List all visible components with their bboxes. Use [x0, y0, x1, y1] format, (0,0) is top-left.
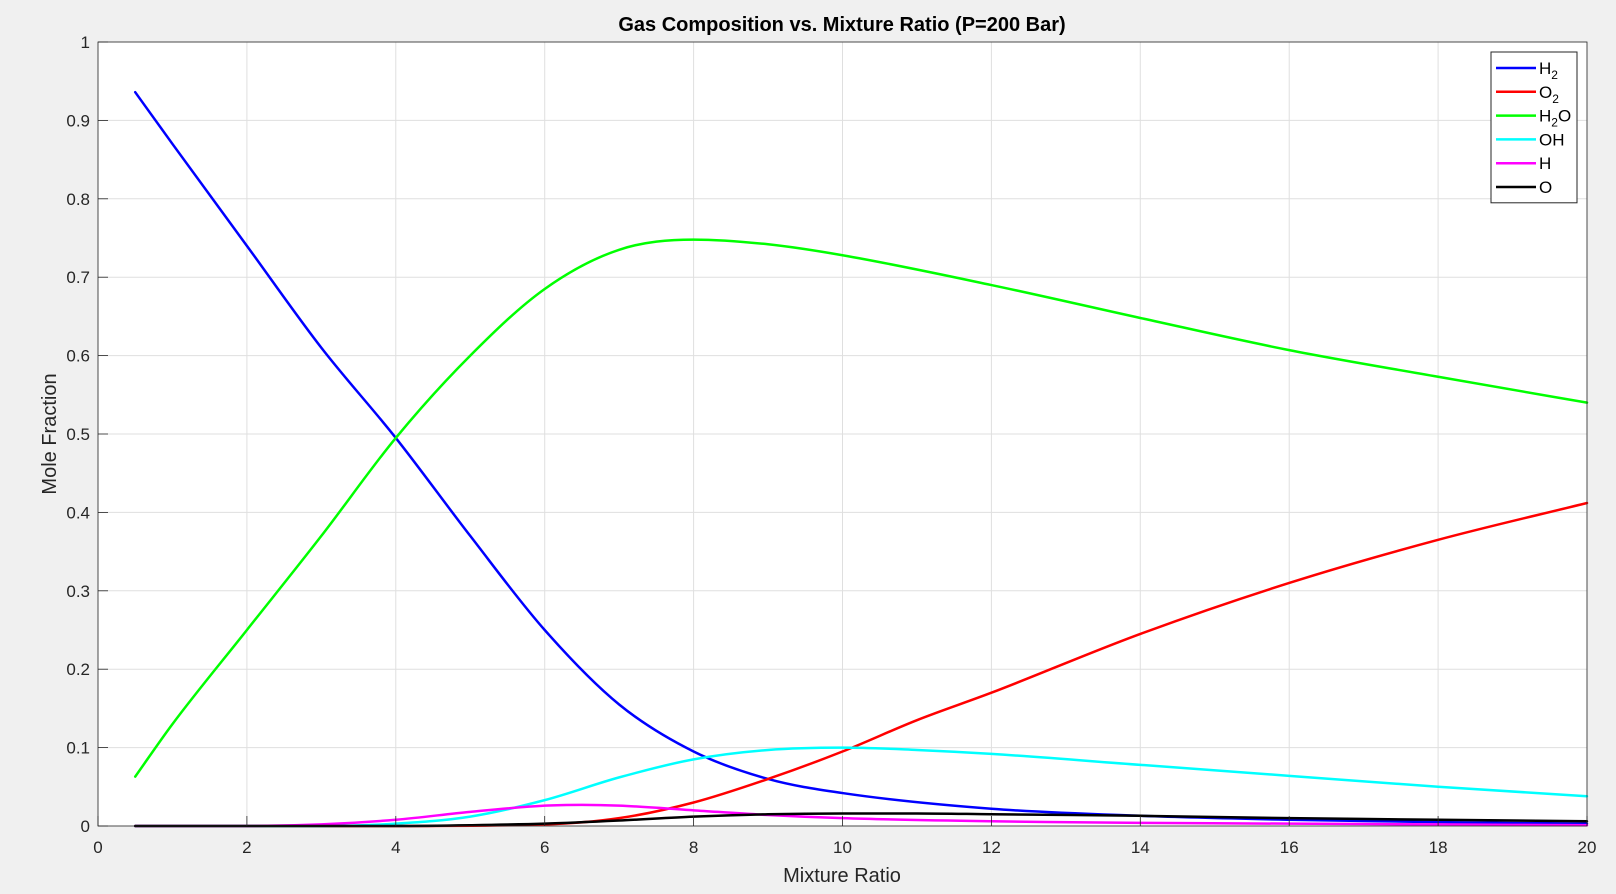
x-axis-label: Mixture Ratio: [783, 865, 901, 887]
y-tick-label: 0.2: [66, 660, 90, 679]
chart-title: Gas Composition vs. Mixture Ratio (P=200…: [618, 14, 1065, 36]
legend-label-h2-sub: 2: [1551, 68, 1558, 82]
legend-label-h2: H2: [1539, 59, 1558, 82]
legend-label-o2-main: O: [1539, 83, 1552, 102]
series-line-o: [133, 812, 1589, 828]
y-tick-label: 1: [81, 33, 90, 52]
x-tick-label: 12: [982, 838, 1001, 857]
legend-box: [1490, 51, 1578, 204]
legend-label-oh-main: OH: [1539, 130, 1565, 149]
y-tick-label: 0.5: [66, 425, 90, 444]
x-tick-label: 16: [1280, 838, 1299, 857]
y-axis-label: Mole Fraction: [39, 373, 61, 494]
series-line-oh: [133, 746, 1589, 828]
y-tick-label: 0.1: [66, 739, 90, 758]
y-tick-label: 0.7: [66, 268, 90, 287]
legend-label-h2-main: H: [1539, 59, 1551, 78]
x-tick-label: 0: [93, 838, 102, 857]
series-line-h2: [133, 90, 1589, 825]
legend-label-h: H: [1539, 154, 1551, 173]
y-tick-label: 0.9: [66, 111, 90, 130]
x-tick-label: 14: [1131, 838, 1150, 857]
x-tick-label: 4: [391, 838, 400, 857]
y-tick-label: 0: [81, 817, 90, 836]
legend-label-o2: O2: [1539, 83, 1559, 106]
legend-label-o: O: [1539, 178, 1552, 197]
legend-label-o-main: O: [1539, 178, 1552, 197]
x-tick-label: 6: [540, 838, 549, 857]
series-line-h2o: [133, 238, 1589, 778]
legend-label-h2o-sub: 2: [1551, 116, 1558, 130]
x-tick-label: 8: [689, 838, 698, 857]
legend-label-h2o-main: H: [1539, 107, 1551, 126]
legend-label-o2-sub: 2: [1552, 92, 1559, 106]
x-tick-label: 10: [833, 838, 852, 857]
y-tick-label: 0.8: [66, 190, 90, 209]
legend-label-h2o: H2O: [1539, 107, 1571, 130]
y-tick-label: 0.4: [66, 503, 90, 522]
x-tick-label: 20: [1578, 838, 1597, 857]
axis-ticks: 0 2 4 6 8 10 12 14 16 18 2000.10.20.30.40.50.60.70…: [66, 33, 1596, 857]
y-tick-label: 0.3: [66, 582, 90, 601]
x-tick-label: 18: [1429, 838, 1448, 857]
legend-label-oh: OH: [1539, 130, 1565, 149]
x-tick-label: 2: [242, 838, 251, 857]
legend-label-h2o-tail: O: [1558, 107, 1571, 126]
legend-label-h-main: H: [1539, 154, 1551, 173]
y-tick-label: 0.6: [66, 347, 90, 366]
